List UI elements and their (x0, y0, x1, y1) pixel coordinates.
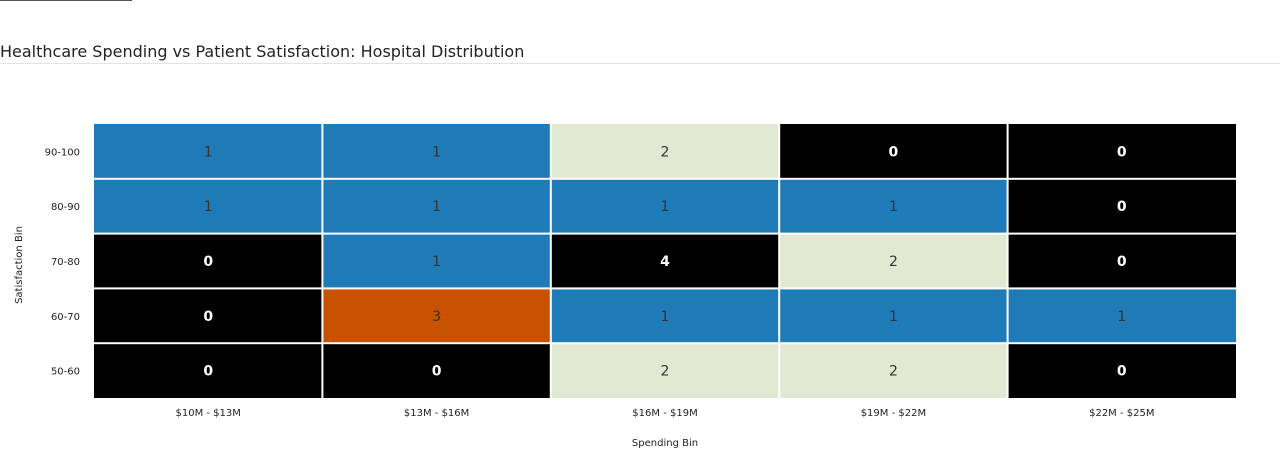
heatmap-cell (1008, 124, 1236, 178)
cell-value-label: 1 (432, 144, 441, 160)
cell-value-label: 0 (1117, 199, 1127, 215)
heatmap-cell (780, 344, 1007, 398)
heatmap-cell (323, 289, 550, 343)
cell-value-label: 1 (889, 309, 898, 325)
heatmap-cell (551, 124, 779, 178)
cell-value-label: 1 (1117, 309, 1126, 325)
heatmap-cell (1008, 179, 1236, 233)
y-tick-label: 80-90 (51, 202, 80, 213)
heatmap-cell (1008, 234, 1236, 288)
heatmap-cell (780, 124, 1007, 178)
cell-value-label: 1 (204, 199, 213, 215)
y-axis-ticks: 90-100 80-90 70-80 60-70 50-60 (45, 147, 80, 377)
x-tick-label: $19M - $22M (861, 408, 926, 419)
x-tick-label: $16M - $19M (632, 408, 697, 419)
cell-value-label: 0 (1117, 364, 1127, 380)
chart-title: Healthcare Spending vs Patient Satisfact… (0, 42, 525, 61)
heatmap-cell (323, 344, 550, 398)
heatmap-cell (323, 124, 550, 178)
heatmap-cell (94, 289, 322, 343)
heatmap-cell (551, 234, 779, 288)
cell-value-label: 0 (203, 309, 213, 325)
heatmap-cell (94, 179, 322, 233)
y-tick-label: 60-70 (51, 312, 80, 323)
cell-value-label: 3 (432, 309, 441, 325)
cell-value-label: 2 (889, 364, 898, 380)
x-axis-ticks: $10M - $13M $13M - $16M $16M - $19M $19M - … (175, 408, 1154, 419)
cell-value-label: 1 (661, 199, 670, 215)
cell-value-label: 1 (432, 199, 441, 215)
y-tick-label: 90-100 (45, 147, 80, 158)
cell-value-label: 0 (432, 364, 442, 380)
heatmap-cell (94, 344, 322, 398)
y-tick-label: 50-60 (51, 367, 80, 378)
x-tick-label: $10M - $13M (175, 408, 240, 419)
heatmap-cell (323, 179, 550, 233)
heatmap-cell (780, 289, 1007, 343)
cell-value-label: 1 (204, 144, 213, 160)
cell-value-label: 1 (432, 254, 441, 270)
cell-value-label: 0 (1117, 144, 1127, 160)
heatmap-cell (551, 344, 779, 398)
heatmap-cell (323, 234, 550, 288)
cell-value-label: 1 (661, 309, 670, 325)
heatmap-cell (551, 289, 779, 343)
cell-value-label: 2 (889, 254, 898, 270)
cell-value-label: 0 (203, 254, 213, 270)
x-axis-label: Spending Bin (632, 438, 698, 449)
heatmap-cell (94, 234, 322, 288)
heatmap-cell (94, 124, 322, 178)
y-tick-label: 70-80 (51, 257, 80, 268)
cell-value-label: 0 (203, 364, 213, 380)
top-rule (0, 0, 132, 1)
x-tick-label: $22M - $25M (1089, 408, 1154, 419)
heatmap-cell (780, 179, 1007, 233)
x-tick-label: $13M - $16M (404, 408, 469, 419)
heatmap-cells: 1 1 2 0 0 1 1 1 1 0 0 1 4 2 0 0 3 1 1 1 0 0 2 2 0 (94, 124, 1236, 398)
heatmap-cell (551, 179, 779, 233)
cell-value-label: 0 (889, 144, 899, 160)
cell-value-label: 0 (1117, 254, 1127, 270)
heatmap-cell (780, 234, 1007, 288)
y-axis-label: Satisfaction Bin (14, 226, 25, 304)
cell-value-label: 2 (661, 364, 670, 380)
heatmap-cell (1008, 344, 1236, 398)
title-divider (0, 63, 1280, 64)
cell-value-label: 1 (889, 199, 898, 215)
heatmap-cell (1008, 289, 1236, 343)
cell-value-label: 2 (661, 144, 670, 160)
cell-value-label: 4 (660, 254, 670, 270)
